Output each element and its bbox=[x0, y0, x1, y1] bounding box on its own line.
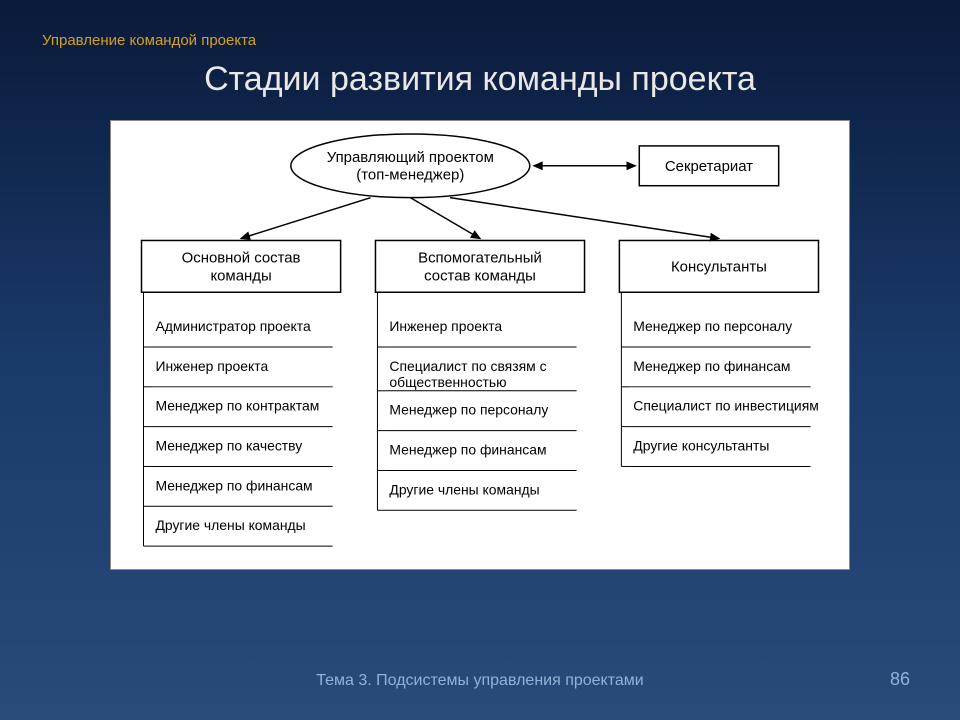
svg-text:Менеджер по персоналу: Менеджер по персоналу bbox=[633, 318, 792, 334]
svg-text:Менеджер по контрактам: Менеджер по контрактам bbox=[155, 398, 319, 414]
svg-text:Другие члены команды: Другие члены команды bbox=[389, 481, 539, 497]
svg-text:состав команды: состав команды bbox=[424, 267, 536, 284]
svg-text:Другие консультанты: Другие консультанты bbox=[633, 438, 769, 454]
svg-text:Специалист по связям с: Специалист по связям с bbox=[389, 358, 546, 374]
svg-text:Менеджер по персоналу: Менеджер по персоналу bbox=[389, 402, 548, 418]
footer-topic: Тема 3. Подсистемы управления проектами bbox=[0, 672, 960, 690]
svg-text:общественностью: общественностью bbox=[389, 374, 506, 390]
svg-text:Менеджер по финансам: Менеджер по финансам bbox=[389, 442, 546, 458]
svg-text:Консультанты: Консультанты bbox=[671, 258, 767, 275]
svg-text:(топ-менеджер): (топ-менеджер) bbox=[356, 167, 464, 184]
org-chart-svg: Управляющий проектом(топ-менеджер) Секрет… bbox=[111, 121, 849, 569]
diagram-frame: Управляющий проектом(топ-менеджер) Секрет… bbox=[110, 120, 850, 570]
svg-text:Менеджер по финансам: Менеджер по финансам bbox=[155, 477, 312, 493]
svg-text:Администратор проекта: Администратор проекта bbox=[155, 318, 311, 334]
slide-title: Стадии развития команды проекта bbox=[0, 60, 960, 99]
svg-text:Специалист по инвестициям: Специалист по инвестициям bbox=[633, 398, 819, 414]
svg-text:Вспомогательный: Вспомогательный bbox=[418, 249, 542, 266]
breadcrumb: Управление командой проекта bbox=[42, 32, 256, 49]
svg-text:Инженер проекта: Инженер проекта bbox=[155, 358, 268, 374]
svg-text:Менеджер по финансам: Менеджер по финансам bbox=[633, 358, 790, 374]
svg-text:команды: команды bbox=[210, 267, 271, 284]
svg-text:Инженер проекта: Инженер проекта bbox=[389, 318, 502, 334]
svg-text:Другие члены команды: Другие члены команды bbox=[155, 517, 305, 533]
svg-text:Управляющий проектом: Управляющий проектом bbox=[327, 149, 494, 166]
svg-text:Основной состав: Основной состав bbox=[182, 249, 301, 266]
svg-text:Секретариат: Секретариат bbox=[665, 158, 753, 175]
svg-text:Менеджер по качеству: Менеджер по качеству bbox=[155, 438, 302, 454]
slide-number: 86 bbox=[890, 669, 910, 690]
